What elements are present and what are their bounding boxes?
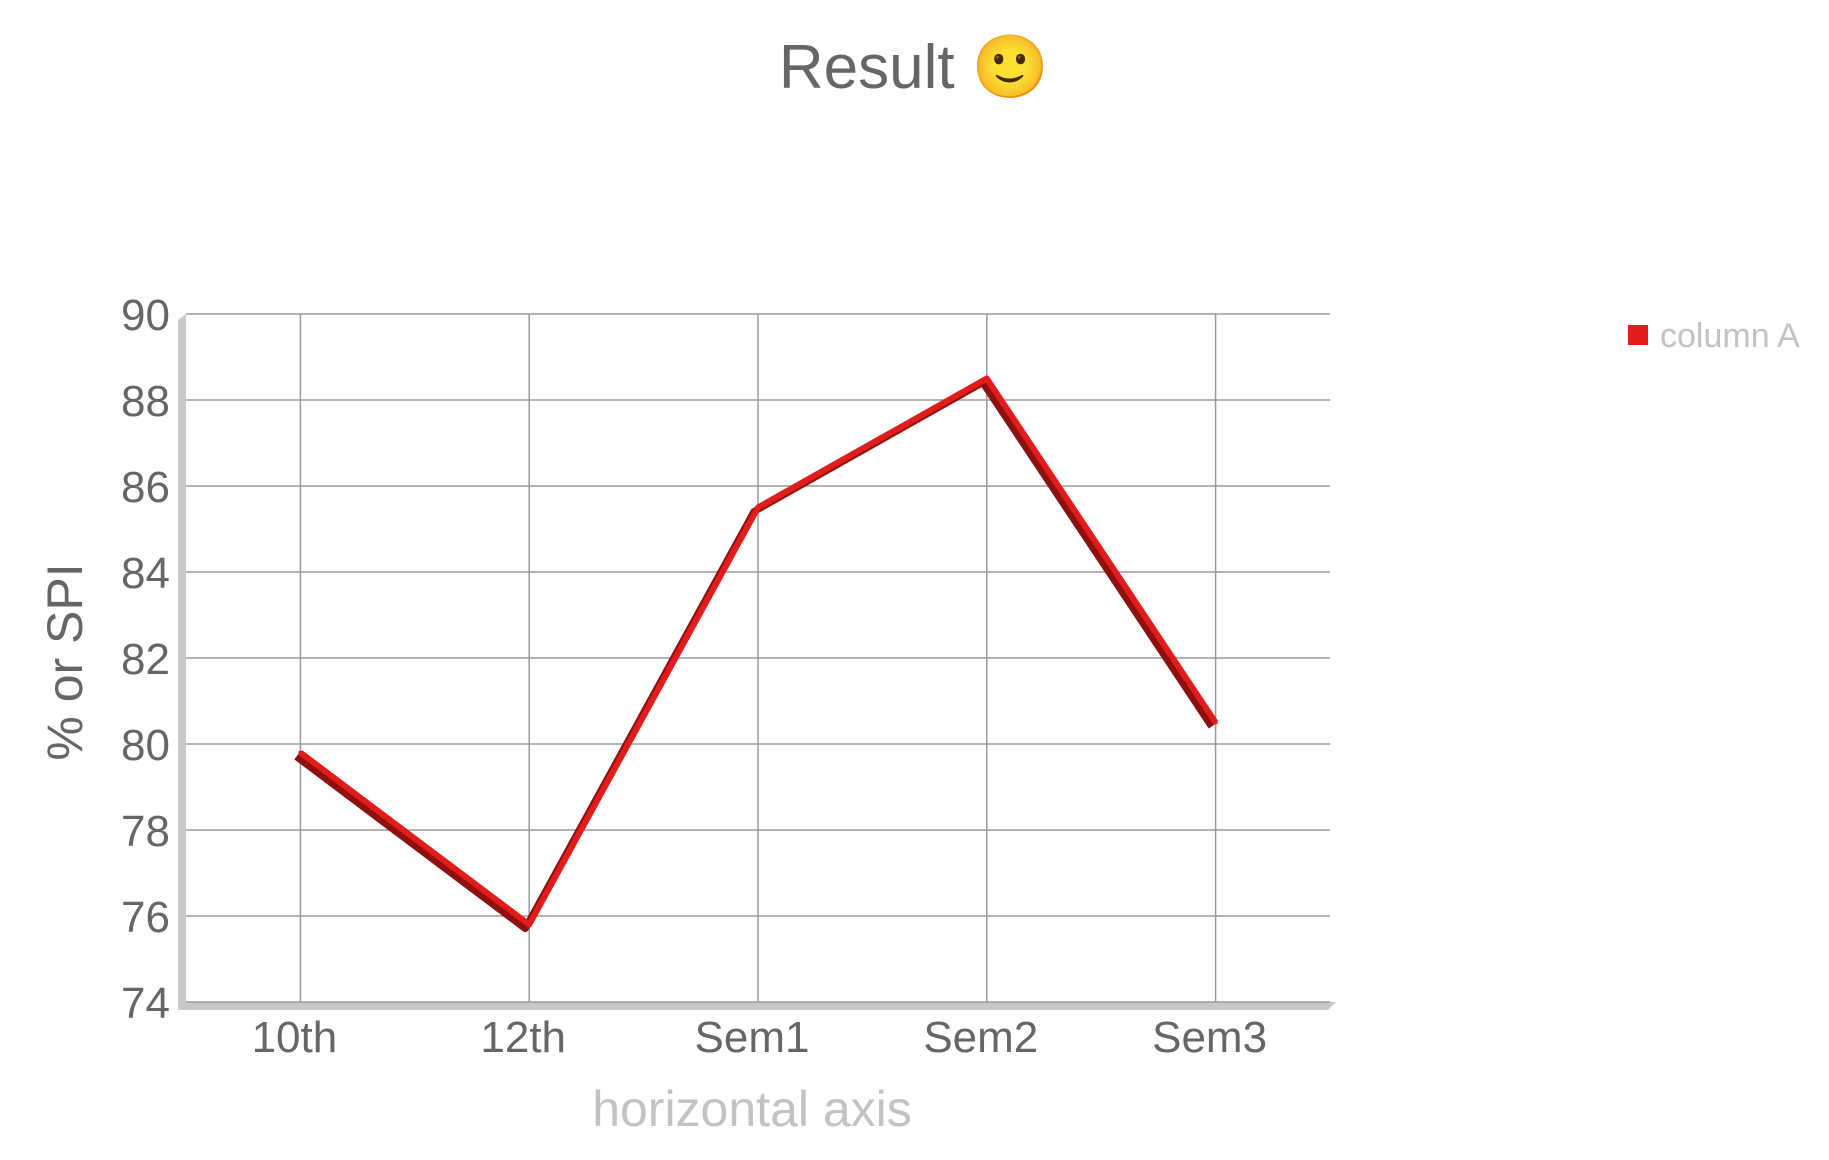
data-point [1213,720,1218,725]
gridlines [186,313,1330,1003]
chart-title: Result 🙂 [779,33,1049,102]
y-tick-label: 82 [121,635,170,684]
y-tick-label: 78 [121,807,170,856]
y-axis-wall [178,314,186,1010]
data-point [984,376,989,381]
legend: column A [1628,317,1800,355]
x-tick-labels: 10th 12th Sem1 Sem2 Sem3 [252,1013,1267,1062]
series-line-shadow [294,379,1215,933]
data-point [298,750,303,755]
legend-label: column A [1660,317,1800,355]
series-lines [294,375,1219,933]
x-axis-label: horizontal axis [592,1081,912,1137]
y-tick-label: 86 [121,463,170,512]
y-tick-label: 76 [121,893,170,942]
y-tick-label: 90 [121,291,170,340]
plot-area: 74 76 78 80 82 84 86 88 90 10th 12th Sem1 Sem2 Sem3 [121,291,1336,1062]
x-tick-label: 12th [480,1013,566,1062]
y-tick-label: 84 [121,549,170,598]
legend-swatch [1628,325,1648,345]
x-tick-label: Sem3 [1152,1013,1267,1062]
x-axis-floor [178,1002,1336,1010]
data-point [527,922,532,927]
y-axis-label: % or SPI [37,563,93,760]
y-tick-label: 80 [121,721,170,770]
y-tick-labels: 74 76 78 80 82 84 86 88 90 [121,291,170,1028]
x-tick-label: 10th [252,1013,338,1062]
x-tick-label: Sem1 [695,1013,810,1062]
y-tick-label: 74 [121,979,170,1028]
y-tick-label: 88 [121,377,170,426]
data-point [756,505,760,510]
x-tick-label: Sem2 [923,1013,1038,1062]
